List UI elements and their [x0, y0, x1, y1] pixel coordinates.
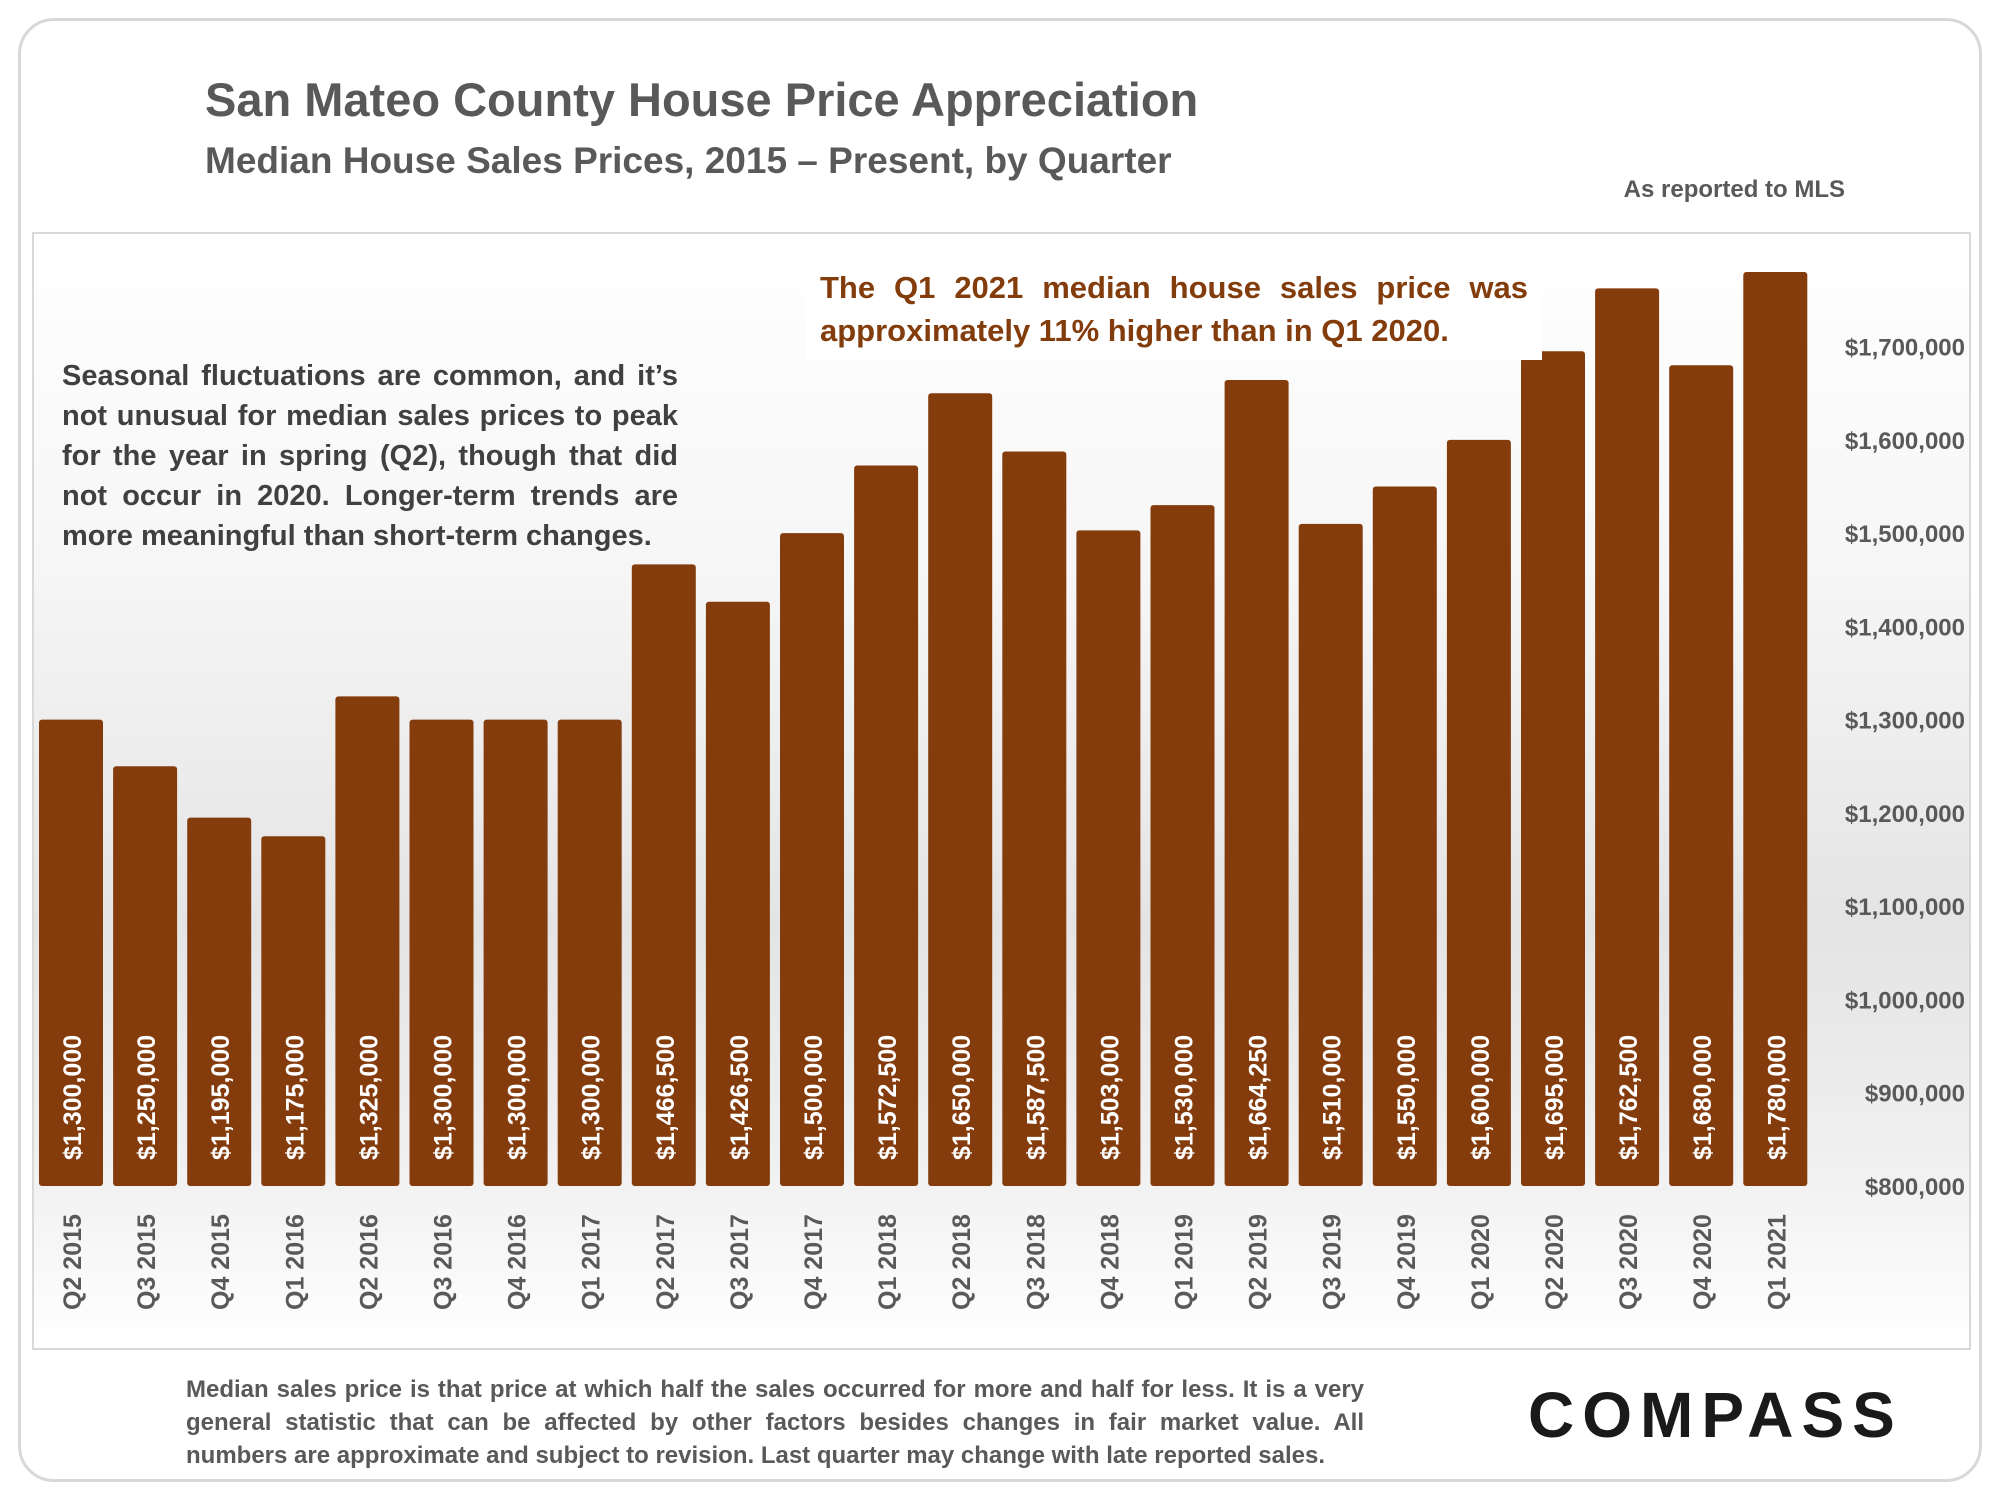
- x-tick-label: Q3 2015: [133, 1214, 161, 1310]
- bar-q2-2015: [39, 719, 103, 1186]
- bar-value-label: $1,325,000: [355, 1035, 383, 1160]
- x-tick-label: Q3 2020: [1615, 1214, 1643, 1310]
- footnote: Median sales price is that price at whic…: [186, 1376, 1364, 1469]
- bar-value-label: $1,300,000: [578, 1035, 606, 1160]
- x-tick-label: Q4 2018: [1096, 1214, 1124, 1310]
- x-tick-label: Q1 2021: [1763, 1214, 1791, 1310]
- bar-value-label: $1,175,000: [281, 1035, 309, 1160]
- y-tick-label: $1,500,000: [1845, 521, 1965, 548]
- compass-logo: COMPASS: [1528, 1379, 1903, 1451]
- bar-q2-2020: [1521, 351, 1585, 1186]
- bar-value-label: $1,500,000: [800, 1035, 828, 1160]
- bar-value-label: $1,680,000: [1689, 1035, 1717, 1160]
- bar-q3-2019: [1298, 523, 1363, 1186]
- bar-value-label: $1,195,000: [207, 1035, 235, 1160]
- bar-q1-2017: [557, 719, 622, 1186]
- y-tick-label: $1,700,000: [1845, 335, 1965, 362]
- bar-value-label: $1,300,000: [430, 1035, 458, 1160]
- bar-value-label: $1,503,000: [1096, 1035, 1124, 1160]
- x-tick-label: Q4 2020: [1689, 1214, 1717, 1310]
- bar-q4-2015: [187, 817, 252, 1186]
- bar-value-label: $1,600,000: [1467, 1035, 1495, 1160]
- bar-q3-2017: [705, 601, 770, 1186]
- x-tick-label: Q2 2015: [59, 1214, 87, 1310]
- source-note: As reported to MLS: [1623, 176, 1845, 203]
- bar-q3-2018: [1002, 451, 1067, 1186]
- bar-value-label: $1,530,000: [1171, 1035, 1199, 1160]
- chart-subtitle: Median House Sales Prices, 2015 – Presen…: [205, 140, 1172, 181]
- y-tick-label: $800,000: [1865, 1174, 1965, 1201]
- bar-q2-2016: [335, 696, 400, 1186]
- x-tick-label: Q3 2018: [1022, 1214, 1050, 1310]
- bar-q4-2018: [1076, 530, 1141, 1186]
- bar-value-label: $1,426,500: [726, 1035, 754, 1160]
- bar-q3-2020: [1595, 288, 1660, 1187]
- bar-value-label: $1,300,000: [504, 1035, 532, 1160]
- bar-q2-2019: [1224, 379, 1289, 1186]
- bar-q4-2019: [1372, 486, 1437, 1186]
- bar-value-label: $1,550,000: [1393, 1035, 1421, 1160]
- y-tick-label: $1,200,000: [1845, 801, 1965, 828]
- bar-value-label: $1,587,500: [1022, 1035, 1050, 1160]
- bar-q2-2018: [928, 393, 993, 1187]
- x-tick-label: Q3 2016: [430, 1214, 458, 1310]
- chart-title: San Mateo County House Price Appreciatio…: [205, 73, 1199, 126]
- bar-value-label: $1,695,000: [1541, 1035, 1569, 1160]
- bar-q1-2020: [1446, 439, 1511, 1186]
- bar-q1-2016: [261, 836, 326, 1186]
- x-tick-label: Q2 2016: [355, 1214, 383, 1310]
- bar-value-label: $1,780,000: [1763, 1035, 1791, 1160]
- bar-q4-2017: [780, 533, 844, 1186]
- x-tick-label: Q1 2018: [874, 1214, 902, 1310]
- x-tick-label: Q1 2019: [1171, 1214, 1199, 1310]
- y-tick-label: $900,000: [1865, 1081, 1965, 1108]
- x-tick-label: Q2 2017: [652, 1214, 680, 1310]
- x-tick-label: Q4 2015: [207, 1214, 235, 1310]
- x-tick-label: Q3 2019: [1319, 1214, 1347, 1310]
- x-tick-label: Q3 2017: [726, 1214, 754, 1310]
- bar-value-label: $1,572,500: [874, 1035, 902, 1160]
- callout-note: The Q1 2021 median house sales price was…: [806, 258, 1542, 360]
- x-tick-label: Q4 2016: [504, 1214, 532, 1310]
- y-tick-label: $1,100,000: [1845, 894, 1965, 921]
- y-tick-label: $1,000,000: [1845, 987, 1965, 1014]
- bar-q3-2015: [113, 766, 178, 1186]
- bar-value-label: $1,510,000: [1319, 1035, 1347, 1160]
- bar-q2-2017: [631, 564, 696, 1186]
- bar-q4-2020: [1669, 365, 1734, 1186]
- bar-value-label: $1,466,500: [652, 1035, 680, 1160]
- bar-value-label: $1,300,000: [59, 1035, 87, 1160]
- bar-q1-2021: [1743, 272, 1808, 1186]
- y-tick-label: $1,300,000: [1845, 708, 1965, 735]
- x-tick-label: Q1 2016: [281, 1214, 309, 1310]
- bar-q1-2018: [854, 465, 919, 1186]
- bar-value-label: $1,250,000: [133, 1035, 161, 1160]
- seasonal-note: Seasonal fluctuations are common, and it…: [62, 360, 678, 552]
- bar-q1-2019: [1150, 505, 1215, 1186]
- x-tick-label: Q1 2020: [1467, 1214, 1495, 1310]
- x-tick-label: Q1 2017: [578, 1214, 606, 1310]
- bar-q4-2016: [483, 719, 548, 1186]
- bar-q3-2016: [409, 719, 474, 1186]
- x-tick-label: Q2 2019: [1245, 1214, 1273, 1310]
- y-tick-label: $1,400,000: [1845, 614, 1965, 641]
- bar-value-label: $1,664,250: [1245, 1035, 1273, 1160]
- y-tick-label: $1,600,000: [1845, 428, 1965, 455]
- x-tick-label: Q4 2019: [1393, 1214, 1421, 1310]
- x-tick-label: Q2 2020: [1541, 1214, 1569, 1310]
- bar-value-label: $1,650,000: [948, 1035, 976, 1160]
- x-tick-label: Q4 2017: [800, 1214, 828, 1310]
- x-tick-label: Q2 2018: [948, 1214, 976, 1310]
- bar-value-label: $1,762,500: [1615, 1035, 1643, 1160]
